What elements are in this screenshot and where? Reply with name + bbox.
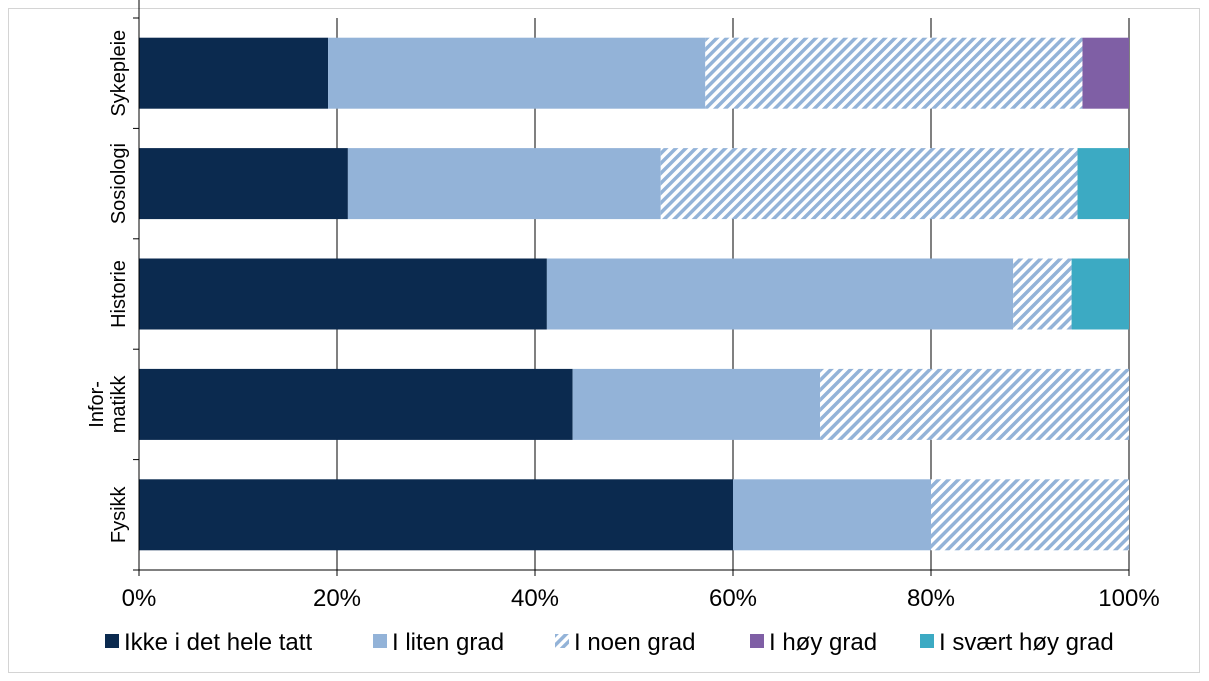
bar-sosiologi-i-noen-grad bbox=[660, 148, 1078, 220]
x-tick-label: 0% bbox=[122, 585, 157, 612]
bar-fysikk-i-noen-grad bbox=[931, 479, 1129, 551]
legend-label-i-liten-grad: I liten grad bbox=[392, 629, 504, 656]
bar-sosiologi-i-svært-høy-grad bbox=[1077, 148, 1129, 220]
legend-swatch-i-noen-grad bbox=[555, 634, 569, 648]
legend-swatch-i-svært-høy-grad bbox=[920, 634, 934, 648]
bar-sosiologi-i-liten-grad bbox=[347, 148, 661, 220]
legend-label-i-høy-grad: I høy grad bbox=[769, 629, 877, 656]
category-label: Sykepleie bbox=[108, 30, 130, 117]
category-label-line: Historie bbox=[108, 260, 130, 328]
bar-infor-matikk-i-noen-grad bbox=[820, 368, 1129, 440]
category-label: Fysikk bbox=[108, 485, 130, 543]
bar-historie-i-svært-høy-grad bbox=[1071, 258, 1129, 330]
bar-fysikk-ikke-i-det-hele-tatt bbox=[139, 479, 733, 551]
category-label-line: Sykepleie bbox=[108, 30, 130, 117]
bar-historie-i-noen-grad bbox=[1013, 258, 1072, 330]
legend-label-i-svært-høy-grad: I svært høy grad bbox=[939, 629, 1114, 656]
chart-frame bbox=[8, 8, 1200, 673]
bar-historie-i-liten-grad bbox=[546, 258, 1014, 330]
bars bbox=[139, 37, 1129, 551]
x-tick-label: 100% bbox=[1098, 585, 1159, 612]
legend-label-ikke-i-det-hele-tatt: Ikke i det hele tatt bbox=[124, 629, 312, 656]
legend-swatch-i-liten-grad bbox=[373, 634, 387, 648]
category-label: Sosiologi bbox=[108, 143, 130, 224]
x-tick-labels: 0% 20% 40% 60% 80% 100% bbox=[122, 585, 1160, 612]
x-tick-label: 60% bbox=[709, 585, 757, 612]
legend: Ikke i det hele tatt I liten grad I noen g… bbox=[105, 629, 1114, 656]
bar-historie-ikke-i-det-hele-tatt bbox=[139, 258, 547, 330]
legend-label-i-noen-grad: I noen grad bbox=[574, 629, 695, 656]
bar-fysikk-i-liten-grad bbox=[733, 479, 931, 551]
bar-sykepleie-i-noen-grad bbox=[705, 37, 1083, 109]
category-labels: Fysikk Infor-matikk Historie Sosiologi Sykep… bbox=[86, 30, 130, 543]
category-label-line: matikk bbox=[108, 375, 130, 434]
x-tick-label: 40% bbox=[511, 585, 559, 612]
category-label-line: Sosiologi bbox=[108, 143, 130, 224]
bar-infor-matikk-ikke-i-det-hele-tatt bbox=[139, 368, 573, 440]
category-label: Infor-matikk bbox=[86, 375, 130, 434]
bar-sykepleie-i-høy-grad bbox=[1082, 37, 1129, 109]
legend-swatch-i-høy-grad bbox=[750, 634, 764, 648]
bar-sykepleie-ikke-i-det-hele-tatt bbox=[139, 37, 329, 109]
x-tick-label: 80% bbox=[907, 585, 955, 612]
category-label-line: Fysikk bbox=[108, 485, 130, 543]
legend-swatch-ikke-i-det-hele-tatt bbox=[105, 634, 119, 648]
axes bbox=[133, 0, 1130, 576]
bar-sosiologi-ikke-i-det-hele-tatt bbox=[139, 148, 348, 220]
category-label-line: Infor- bbox=[86, 381, 108, 428]
bar-infor-matikk-i-liten-grad bbox=[572, 368, 821, 440]
bar-sykepleie-i-liten-grad bbox=[328, 37, 706, 109]
x-tick-label: 20% bbox=[313, 585, 361, 612]
category-label: Historie bbox=[108, 260, 130, 328]
